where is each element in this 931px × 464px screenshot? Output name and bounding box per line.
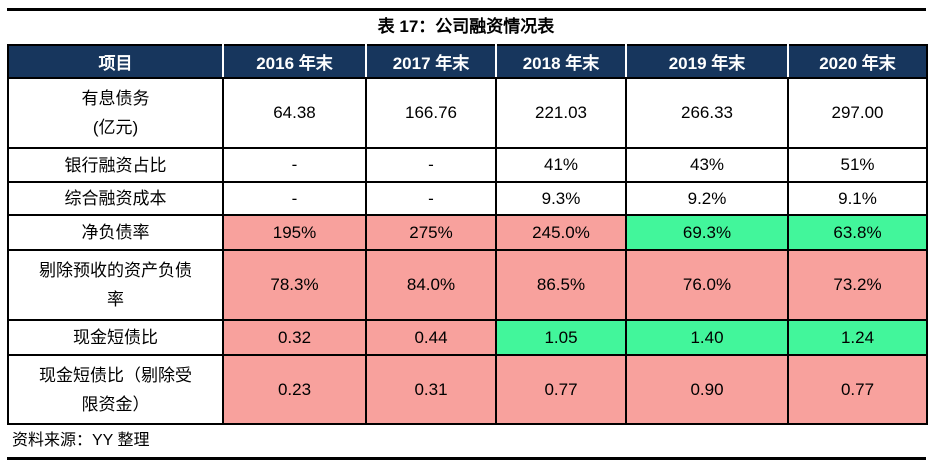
- table-title: 表 17：公司融资情况表: [377, 17, 555, 36]
- data-cell: 84.0%: [365, 249, 497, 321]
- data-cell: 51%: [787, 147, 928, 183]
- data-cell: 0.44: [365, 319, 497, 356]
- row-label-line: 限资金）: [81, 394, 150, 414]
- row-label-line: 率: [107, 290, 124, 309]
- table-row: 银行融资占比 - -41% 43% 51%: [7, 147, 928, 183]
- column-header-0: 项目: [8, 45, 223, 79]
- data-cell: 0.23: [222, 354, 367, 425]
- row-label: 有息债务 (亿元): [7, 77, 224, 149]
- row-label: 现金短债比（剔除受 限资金）: [7, 354, 224, 425]
- row-label: 银行融资占比: [7, 147, 224, 183]
- data-cell: 297.00: [787, 77, 928, 149]
- bottom-rule: [7, 457, 926, 460]
- row-label-line: (亿元): [92, 118, 139, 137]
- data-cell: 63.8%: [787, 214, 928, 251]
- column-header-5: 2020 年末: [787, 45, 927, 79]
- data-cell: 78.3%: [222, 249, 367, 321]
- data-cell: 9.1%: [787, 181, 928, 216]
- column-header-1: 2016 年末: [222, 45, 366, 79]
- data-cell: 0.31: [365, 354, 497, 425]
- data-cell: 69.3%: [625, 214, 789, 251]
- source-note: 资料来源：YY 整理: [12, 432, 150, 449]
- data-cell: -: [222, 181, 367, 216]
- data-cell: 86.5%: [495, 249, 627, 321]
- data-cell: 43%: [625, 147, 789, 183]
- data-cell: 1.05: [495, 319, 627, 356]
- data-cell: 195%: [222, 214, 367, 251]
- column-header-4: 2019 年末: [625, 45, 788, 79]
- column-header-2: 2017 年末: [365, 45, 496, 79]
- row-label-line: 剔除预收的资产负债: [39, 261, 192, 280]
- row-label-line: 现金短债比（剔除受: [39, 365, 192, 385]
- data-cell: 0.32: [222, 319, 367, 356]
- top-rule: [7, 8, 926, 11]
- data-cell: 1.40: [625, 319, 789, 356]
- data-cell: 64.38: [222, 77, 367, 149]
- data-cell: 221.03: [495, 77, 627, 149]
- data-cell: -: [365, 147, 497, 183]
- row-label-line: 综合融资成本: [64, 189, 167, 208]
- data-cell: 166.76: [365, 77, 497, 149]
- data-cell: 76.0%: [625, 249, 789, 321]
- data-cell: 275%: [365, 214, 497, 251]
- row-label: 净负债率: [7, 214, 224, 251]
- data-cell: 1.24: [787, 319, 928, 356]
- row-label-line: 银行融资占比: [64, 155, 167, 175]
- row-label-line: 有息债务: [81, 89, 150, 108]
- row-label: 剔除预收的资产负债率: [7, 249, 224, 321]
- row-label-line: 现金短债比: [73, 328, 158, 347]
- data-cell: -: [222, 147, 367, 183]
- data-cell: -: [365, 181, 497, 216]
- row-label-line: 净负债率: [81, 223, 150, 242]
- data-cell: 0.90: [625, 354, 789, 425]
- data-cell: 0.77: [787, 354, 928, 425]
- row-label: 综合融资成本: [7, 181, 224, 216]
- table-row: 剔除预收的资产负债率 78.3% 84.0% 86.5% 76.0% 73.2%: [7, 249, 928, 321]
- table-row: 现金短债比（剔除受 限资金） 0.23 0.31 0.77 0.90 0.77: [7, 354, 928, 425]
- data-cell: 0.77: [495, 354, 627, 425]
- row-label: 现金短债比: [7, 319, 224, 356]
- data-cell: 9.2%: [625, 181, 789, 216]
- table-row: 现金短债比 0.32 0.44 1.05 1.40 1.24: [7, 319, 928, 356]
- table-row: 有息债务 (亿元) 64.38 166.76 221.03 266.33 297.00: [7, 77, 928, 149]
- financing-table: 项目 2016 年末 2017 年末 2018 年末 2019 年末 2020 年末 有息…: [7, 44, 928, 425]
- table-row: 净负债率 195% 275% 245.0% 69.3% 63.8%: [7, 214, 928, 251]
- data-cell: 245.0%: [495, 214, 627, 251]
- table-row: 综合融资成本 - -9.3% 9.2% 9.1%: [7, 181, 928, 216]
- header-row: 项目 2016 年末 2017 年末 2018 年末 2019 年末 2020 年末: [8, 45, 927, 79]
- column-header-3: 2018 年末: [495, 45, 626, 79]
- data-cell: 9.3%: [495, 181, 627, 216]
- data-cell: 73.2%: [787, 249, 928, 321]
- data-cell: 41%: [495, 147, 627, 183]
- data-cell: 266.33: [625, 77, 789, 149]
